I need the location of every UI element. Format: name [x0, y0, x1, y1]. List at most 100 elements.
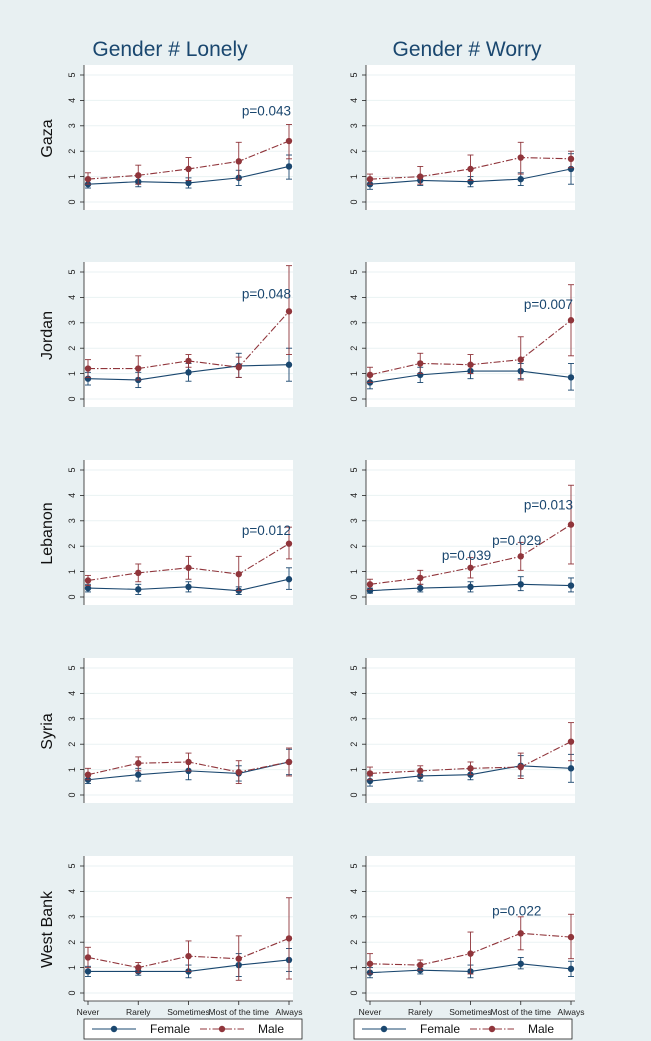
- data-point: [517, 175, 524, 183]
- data-point: [567, 582, 575, 589]
- data-point: [467, 765, 474, 772]
- y-tick-label: 1: [349, 767, 359, 772]
- row-label-west-bank: West Bank: [39, 890, 56, 968]
- data-point: [366, 770, 374, 777]
- data-point: [517, 960, 524, 967]
- x-tick-label: Most of the time: [209, 1007, 270, 1017]
- y-tick-label: 3: [349, 716, 359, 721]
- plot-area: [84, 262, 293, 407]
- p-value-annotation: p=0.043: [242, 104, 291, 119]
- data-point: [84, 771, 92, 778]
- y-tick-label: 4: [349, 98, 359, 103]
- panel-jordan-lonely: 0 1 2 3 4 5 p=0.048: [67, 262, 293, 407]
- y-tick-label: 1: [349, 174, 359, 179]
- y-tick-label: 3: [67, 320, 77, 325]
- y-tick-label: 2: [349, 346, 359, 351]
- data-point: [285, 758, 293, 766]
- legend-lonely: Female Male: [83, 1018, 303, 1040]
- y-tick-label: 4: [349, 295, 359, 300]
- data-point: [517, 581, 524, 588]
- data-point: [567, 765, 575, 772]
- p-value-annotation: p=0.022: [492, 904, 541, 919]
- row-label-jordan: Jordan: [39, 311, 56, 360]
- legend-marker-male: [488, 1025, 496, 1033]
- data-point: [467, 564, 474, 571]
- y-tick-label: 3: [67, 518, 77, 523]
- legend-label-male: Male: [528, 1022, 554, 1036]
- series-male: [366, 141, 575, 185]
- data-point: [185, 758, 192, 766]
- data-point: [185, 179, 192, 187]
- series-male: [84, 526, 293, 592]
- plot-area: [84, 658, 293, 803]
- data-point: [467, 950, 474, 957]
- data-point: [517, 553, 524, 560]
- plot-area: [366, 856, 575, 1001]
- legend-box: [83, 1018, 303, 1040]
- panel-lebanon-lonely: 0 1 2 3 4 5 p=0.012: [67, 460, 293, 605]
- data-point: [84, 954, 92, 961]
- data-point: [135, 760, 142, 767]
- y-tick-label: 0: [67, 594, 77, 599]
- x-tick-label: Most of the time: [491, 1007, 552, 1017]
- y-tick-label: 4: [349, 493, 359, 498]
- y-tick-label: 3: [67, 123, 77, 128]
- data-point: [235, 158, 242, 165]
- p-value-annotation: p=0.012: [242, 523, 291, 538]
- plot-area: [84, 856, 293, 1001]
- data-point: [285, 308, 293, 315]
- data-point: [417, 584, 424, 592]
- y-tick-label: 3: [349, 123, 359, 128]
- data-point: [467, 361, 474, 368]
- y-tick-label: 2: [349, 544, 359, 549]
- x-tick-label: Always: [276, 1007, 303, 1017]
- data-point: [285, 137, 293, 145]
- data-point: [135, 586, 142, 593]
- panel-syria-lonely: 0 1 2 3 4 5: [67, 658, 293, 803]
- data-point: [185, 564, 192, 571]
- y-tick-label: 1: [67, 767, 77, 772]
- y-tick-label: 5: [67, 269, 77, 274]
- y-tick-label: 2: [67, 149, 77, 154]
- y-tick-label: 5: [67, 863, 77, 868]
- data-point: [84, 584, 92, 592]
- plot-area: [366, 262, 575, 407]
- y-tick-label: 0: [67, 792, 77, 797]
- y-tick-label: 4: [67, 889, 77, 894]
- series-male: [84, 747, 293, 785]
- p-value-annotation: p=0.007: [524, 297, 573, 312]
- y-tick-label: 0: [67, 199, 77, 204]
- y-tick-label: 5: [349, 863, 359, 868]
- data-point: [185, 357, 192, 365]
- x-tick-label: Rarely: [126, 1007, 151, 1017]
- y-tick-label: 5: [349, 269, 359, 274]
- series-male: [366, 722, 575, 781]
- data-point: [467, 165, 474, 173]
- y-tick-label: 5: [67, 467, 77, 472]
- data-point: [285, 935, 293, 942]
- data-point: [135, 771, 142, 778]
- data-point: [417, 961, 424, 969]
- data-point: [235, 570, 242, 578]
- data-point: [366, 371, 374, 379]
- data-point: [84, 577, 92, 584]
- series-female: [84, 567, 293, 595]
- data-point: [235, 768, 242, 776]
- column-title-gender-lonely: Gender # Lonely: [92, 38, 248, 61]
- data-point: [185, 583, 192, 591]
- y-tick-label: 2: [349, 742, 359, 747]
- legend-label-male: Male: [258, 1022, 284, 1036]
- data-point: [285, 576, 293, 583]
- y-tick-label: 4: [67, 493, 77, 498]
- y-tick-label: 3: [349, 914, 359, 919]
- series-male: [84, 265, 293, 381]
- data-point: [84, 175, 92, 183]
- data-point: [567, 965, 575, 973]
- x-tick-label: Never: [77, 1007, 100, 1017]
- data-point: [417, 360, 424, 367]
- legend-marker-male: [218, 1025, 226, 1033]
- y-tick-label: 5: [349, 72, 359, 77]
- data-point: [135, 365, 142, 372]
